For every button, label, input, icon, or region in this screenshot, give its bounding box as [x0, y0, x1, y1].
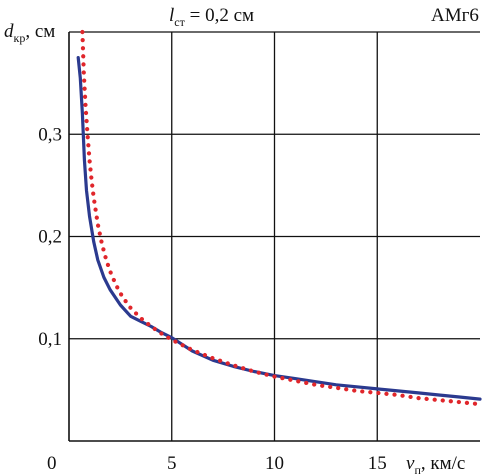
- material-label: АМг6: [431, 5, 479, 26]
- x-tick-label: 15: [368, 453, 387, 474]
- tick-labels: 0 5 10 15 0,1 0,2 0,3: [38, 124, 387, 474]
- chart-title: lст = 0,2 см: [169, 5, 254, 29]
- series-layer: [76, 29, 483, 407]
- x-axis-label: vп, км/с: [406, 453, 465, 474]
- x-tick-label: 5: [167, 453, 177, 474]
- x-tick-label: 10: [265, 453, 284, 474]
- series-line-dotted: [80, 29, 483, 407]
- y-tick-label: 0,1: [38, 329, 62, 350]
- y-tick-label: 0,3: [38, 124, 62, 145]
- grid-lines: [69, 31, 480, 441]
- series-line-solid: [76, 55, 482, 401]
- x-tick-label: 0: [47, 453, 57, 474]
- y-axis-label: dкр, см: [4, 21, 55, 45]
- y-tick-label: 0,2: [38, 227, 62, 248]
